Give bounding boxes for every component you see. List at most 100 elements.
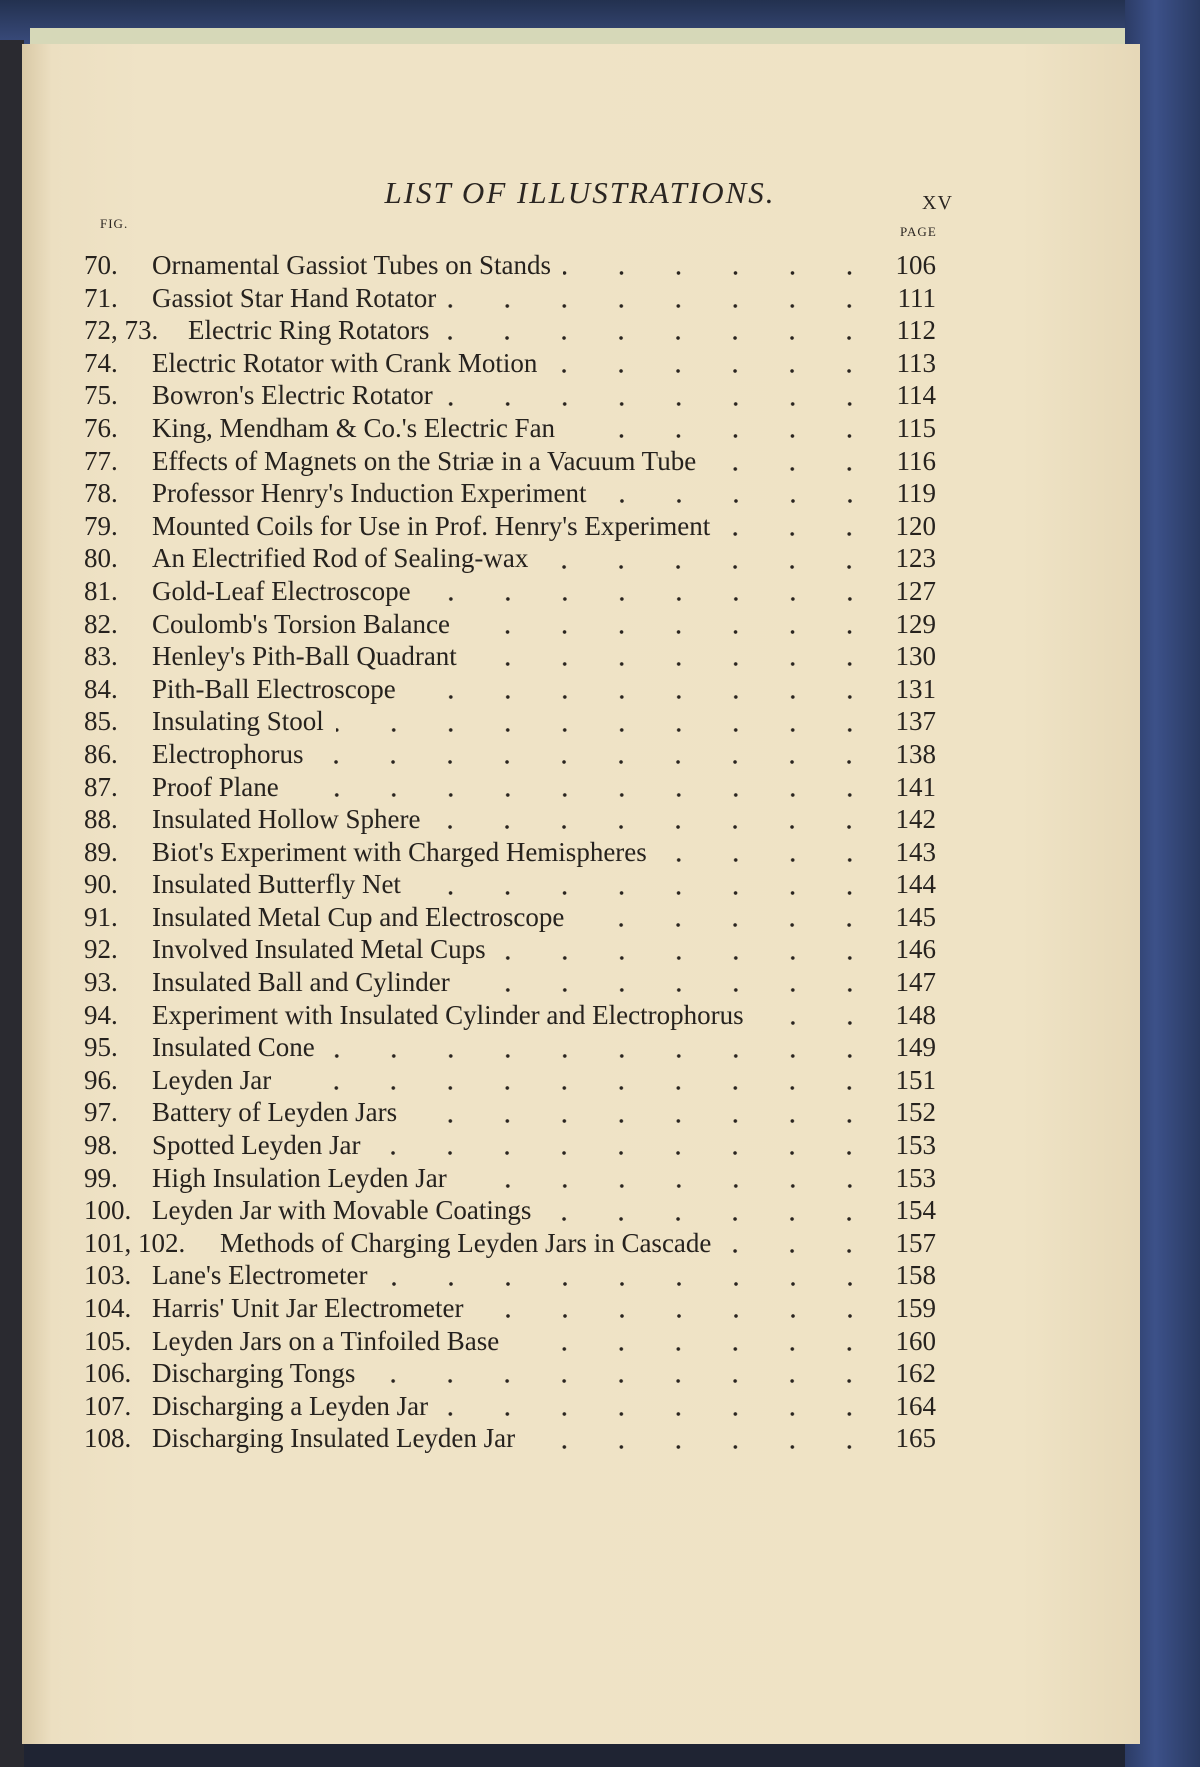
page-number: 116	[896, 445, 937, 476]
dot-leader	[283, 1084, 878, 1093]
illustration-title: Pith-Ball Electroscope	[152, 673, 396, 704]
dot-leader	[540, 562, 878, 571]
list-item: 83. Henley's Pith-Ball Quadrant 130	[84, 641, 936, 674]
illustration-title: Electric Ring Rotators	[188, 315, 430, 346]
dot-leader	[444, 399, 878, 408]
page-number: 148	[895, 999, 937, 1030]
list-item: 94. Experiment with Insulated Cylinder an…	[84, 1000, 936, 1033]
page-number: 129	[895, 608, 937, 639]
page-number: 159	[895, 1293, 937, 1323]
fig-number: 80.	[84, 543, 118, 574]
page-number: 119	[896, 478, 937, 509]
dot-leader	[527, 1442, 878, 1451]
dot-leader	[543, 1214, 878, 1223]
page-number: 149	[895, 1032, 937, 1063]
illustration-title: Henley's Pith-Ball Quadrant	[152, 641, 457, 672]
fig-number: 89.	[84, 836, 118, 867]
list-item: 72, 73. Electric Ring Rotators 112	[84, 315, 936, 348]
fig-number: 93.	[84, 967, 118, 998]
fig-number: 87.	[84, 771, 118, 802]
list-item: 100. Leyden Jar with Movable Coatings 154	[84, 1195, 936, 1228]
dot-leader	[290, 790, 878, 799]
dot-leader	[549, 367, 878, 376]
dot-leader	[409, 1116, 878, 1125]
illustration-title: Leyden Jars on a Tinfoiled Base	[152, 1325, 500, 1356]
fig-number: 91.	[84, 901, 118, 932]
illustration-title: Lane's Electrometer	[152, 1260, 368, 1291]
page-number: 144	[895, 869, 937, 900]
illustration-title: Leyden Jar	[152, 1064, 272, 1095]
illustration-title: Involved Insulated Metal Cups	[152, 934, 486, 965]
illustration-title: High Insulation Leyden Jar	[152, 1162, 447, 1193]
page-number: 162	[895, 1358, 937, 1389]
dot-leader	[563, 269, 878, 278]
fig-number: 85.	[84, 706, 118, 737]
dot-leader	[461, 627, 878, 636]
dot-leader	[723, 1247, 878, 1256]
page-number: 152	[895, 1097, 937, 1128]
list-item: 77. Effects of Magnets on the Striæ in a …	[84, 446, 936, 479]
dot-leader	[441, 334, 878, 343]
fig-number: 76.	[84, 412, 118, 443]
list-item: 88. Insulated Hollow Sphere 142	[84, 804, 936, 837]
illustration-title: Discharging Insulated Leyden Jar	[152, 1423, 516, 1454]
fig-number: 77.	[84, 445, 118, 476]
page-number: 123	[895, 543, 937, 574]
list-item: 78. Professor Henry's Induction Experimen…	[84, 478, 936, 511]
fig-number: 106.	[84, 1358, 132, 1389]
fig-number: 98.	[84, 1130, 118, 1161]
list-item: 76. King, Mendham & Co.'s Electric Fan 115	[84, 413, 936, 446]
page-number: 111	[897, 282, 937, 313]
illustration-title: Professor Henry's Induction Experiment	[152, 478, 587, 509]
list-item: 105. Leyden Jars on a Tinfoiled Base 160	[84, 1326, 936, 1359]
list-item: 101, 102. Methods of Charging Leyden Jars…	[84, 1228, 936, 1261]
page-number: 158	[895, 1260, 937, 1291]
page-number: 120	[895, 510, 937, 541]
fig-number: 83.	[84, 641, 118, 672]
list-item: 108. Discharging Insulated Leyden Jar 165	[84, 1423, 936, 1456]
list-item: 74. Electric Rotator with Crank Motion 113	[84, 348, 936, 381]
page-column-header: PAGE	[900, 224, 937, 239]
page-number: 131	[895, 673, 937, 704]
illustration-title: An Electrified Rod of Sealing-wax	[152, 543, 529, 574]
list-item: 106. Discharging Tongs 162	[84, 1358, 936, 1391]
list-item: 75. Bowron's Electric Rotator 114	[84, 380, 936, 413]
list-item: 89. Biot's Experiment with Charged Hemisp…	[84, 837, 936, 870]
page-number: 151	[895, 1064, 937, 1095]
fig-number: 82.	[84, 608, 118, 639]
page-number: 154	[895, 1195, 937, 1226]
dot-leader	[422, 595, 878, 604]
list-item: 103. Lane's Electrometer 158	[84, 1260, 936, 1293]
fig-number: 99.	[84, 1162, 118, 1193]
fig-number: 86.	[84, 738, 118, 769]
fig-number: 88.	[84, 804, 118, 835]
list-item: 90. Insulated Butterfly Net 144	[84, 869, 936, 902]
page-number: 147	[895, 967, 937, 998]
fig-number: 104.	[84, 1293, 132, 1323]
page-number: 141	[895, 771, 937, 802]
list-item: 70. Ornamental Gassiot Tubes on Stands 106	[84, 250, 936, 283]
illustration-title: King, Mendham & Co.'s Electric Fan	[152, 412, 556, 443]
fig-number: 92.	[84, 934, 118, 965]
fig-column-header: FIG.	[100, 216, 129, 231]
illustration-title: Leyden Jar with Movable Coatings	[152, 1195, 532, 1226]
list-item: 96. Leyden Jar 151	[84, 1065, 936, 1098]
list-item: 84. Pith-Ball Electroscope 131	[84, 674, 936, 707]
fig-number: 101, 102.	[84, 1227, 186, 1258]
dot-leader	[372, 1149, 878, 1158]
page-number: 164	[895, 1390, 937, 1421]
list-item: 86. Electrophorus 138	[84, 739, 936, 772]
fig-number: 103.	[84, 1260, 132, 1291]
fig-number: 97.	[84, 1097, 118, 1128]
list-item: 87. Proof Plane 141	[84, 772, 936, 805]
page-number: 115	[896, 412, 937, 443]
page-number: 113	[896, 347, 937, 378]
dot-leader	[379, 1279, 878, 1288]
illustration-title: Biot's Experiment with Charged Hemispher…	[152, 836, 647, 867]
dot-leader	[458, 1181, 878, 1190]
dot-leader	[567, 432, 878, 441]
page-number: 157	[895, 1227, 937, 1258]
dot-leader	[576, 921, 878, 930]
list-item: 80. An Electrified Rod of Sealing-wax 123	[84, 543, 936, 576]
page-number: 130	[895, 641, 937, 672]
